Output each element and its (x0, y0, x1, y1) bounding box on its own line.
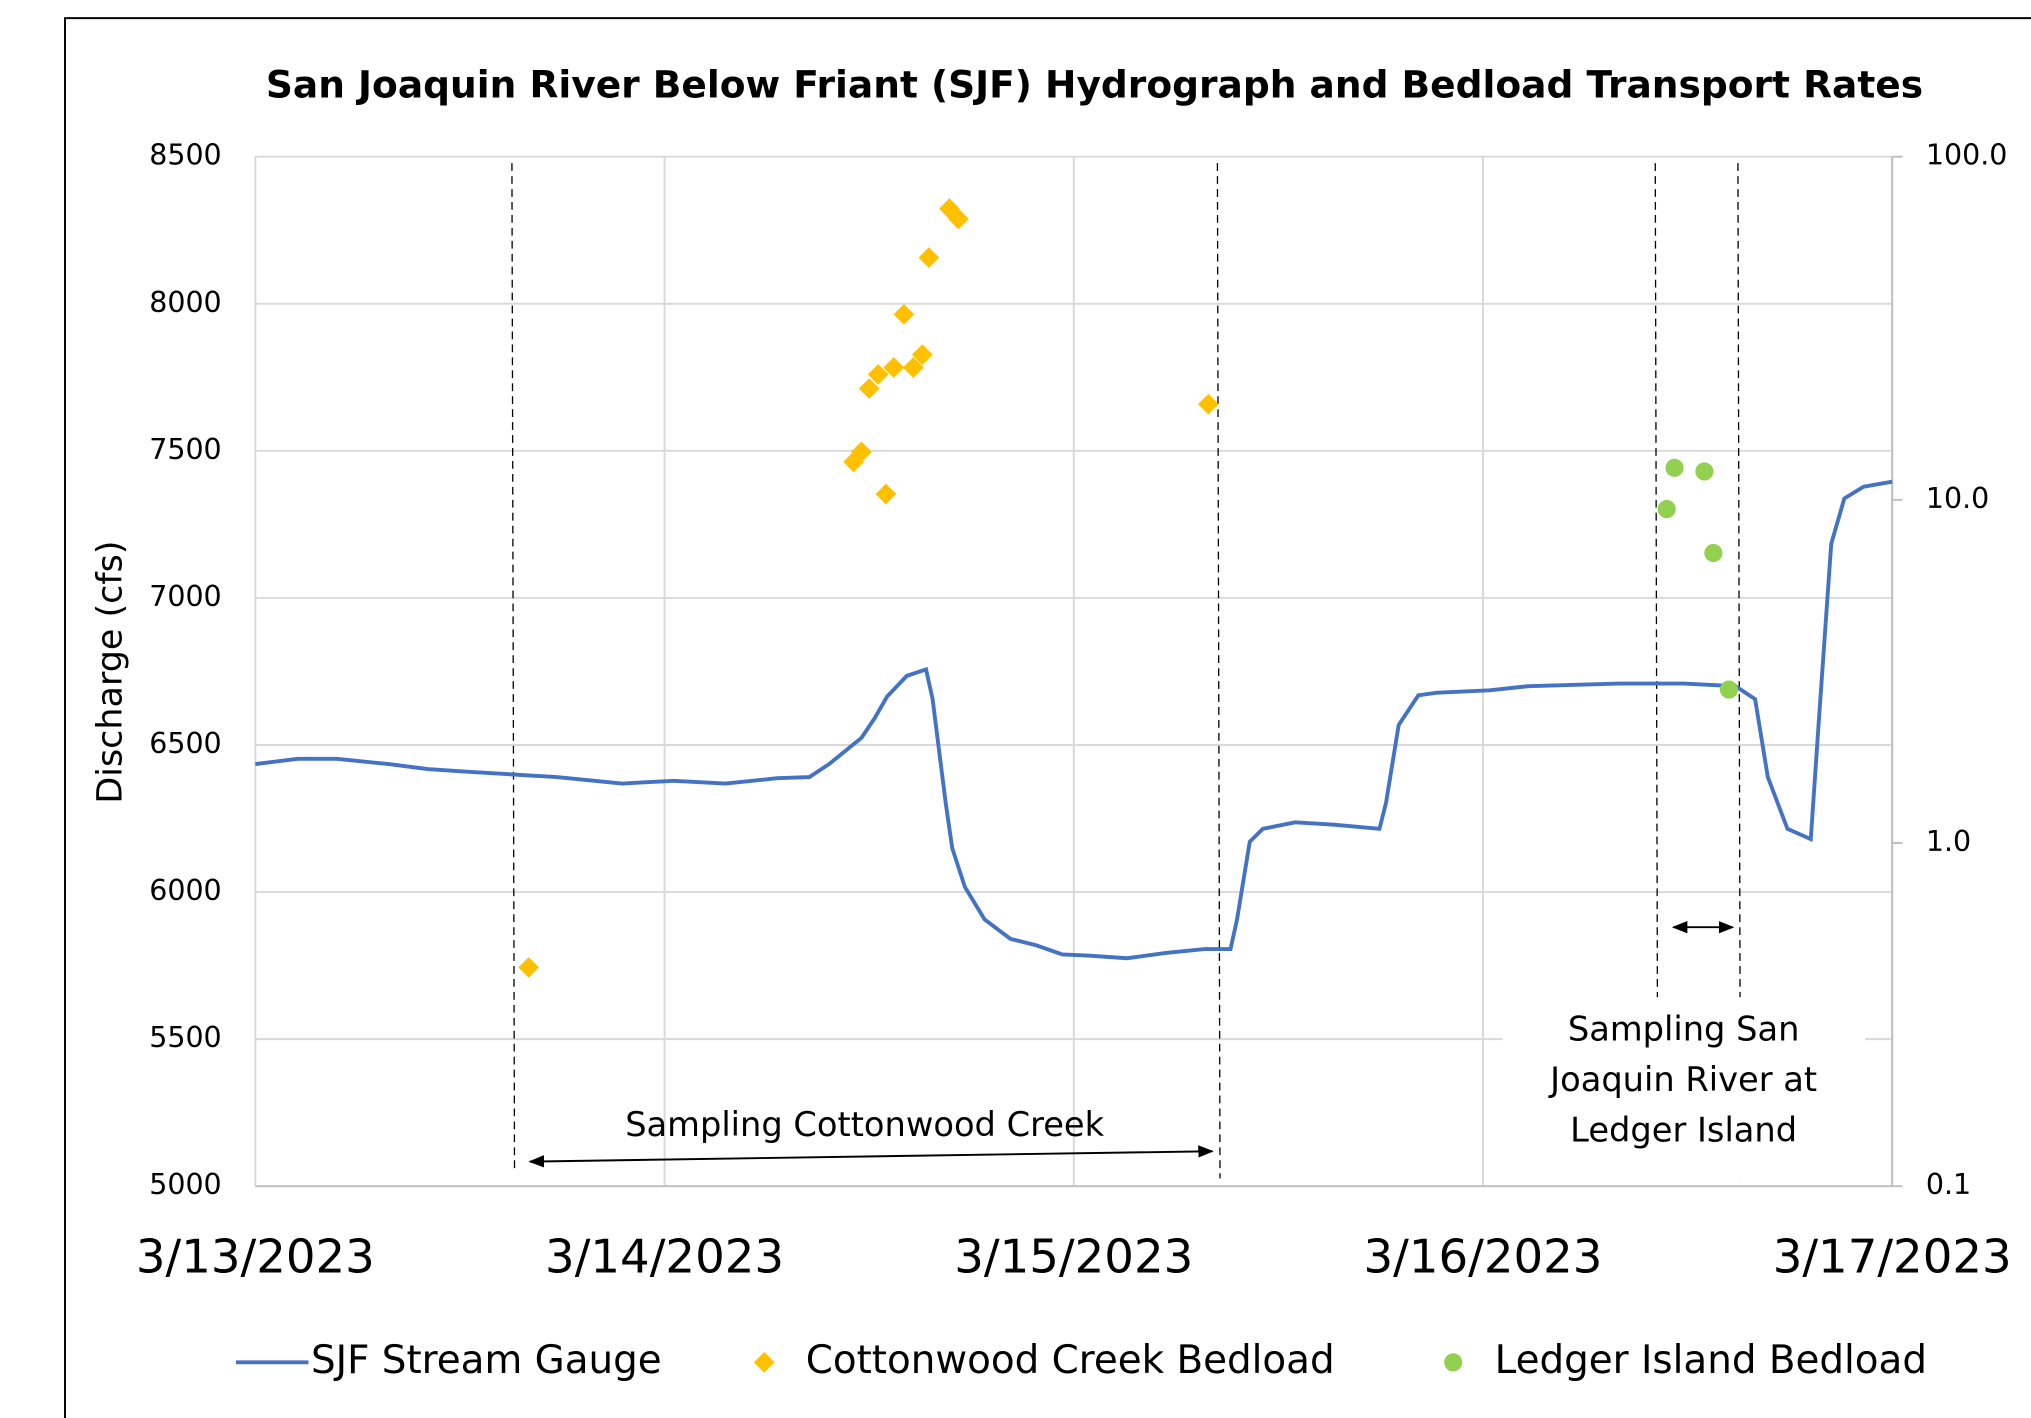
data-point (1198, 393, 1219, 415)
y-tick-label: 6500 (149, 727, 221, 760)
legend-swatch (753, 1351, 775, 1373)
x-tick-label: 3/16/2023 (1363, 1230, 1602, 1284)
data-point (867, 364, 889, 385)
legend-label: Cottonwood Creek Bedload (806, 1338, 1335, 1383)
y-tick-label: 8000 (149, 286, 221, 319)
data-point (912, 344, 933, 365)
data-point (851, 441, 872, 463)
data-point (1657, 500, 1676, 519)
y-tick-label: 7500 (149, 433, 221, 466)
data-point (1719, 680, 1738, 699)
data-point (875, 483, 897, 505)
chart-border (64, 17, 2031, 1418)
legend-label: SJF Stream Gauge (311, 1338, 662, 1383)
annotation-box (1502, 997, 1865, 1179)
y-tick-label: 6000 (149, 874, 221, 907)
y2-tick-label: 10.0 (1926, 482, 1989, 515)
annotation-line (1216, 163, 1221, 1179)
y2-tick-label: 0.1 (1926, 1168, 1971, 1201)
x-tick-label: 3/13/2023 (136, 1230, 375, 1284)
y2-tick-label: 1.0 (1926, 825, 1971, 858)
legend-swatch (1444, 1353, 1463, 1372)
annotation-text: Sampling Cottonwood Creek (625, 1105, 1104, 1144)
data-point (1704, 543, 1723, 563)
data-point (1695, 462, 1714, 481)
y2-tick-label: 100.0 (1926, 139, 2008, 172)
annotation-text: Ledger Island (1570, 1110, 1797, 1149)
x-tick-label: 3/14/2023 (545, 1230, 784, 1284)
legend-label: Ledger Island Bedload (1495, 1338, 1927, 1383)
y-tick-label: 5500 (149, 1021, 221, 1054)
annotation-text: Joaquin River at (1548, 1060, 1817, 1099)
y-tick-label: 5000 (149, 1168, 221, 1201)
y-axis-label: Discharge (cfs) (91, 540, 131, 803)
y-tick-label: 8500 (149, 139, 221, 172)
data-point (1665, 458, 1684, 477)
data-point (518, 957, 540, 978)
chart-title: San Joaquin River Below Friant (SJF) Hyd… (266, 62, 1923, 106)
annotation-arrow (528, 1145, 1214, 1168)
x-tick-label: 3/15/2023 (954, 1230, 1193, 1284)
data-line (255, 479, 1893, 961)
x-tick-label: 3/17/2023 (1773, 1230, 2012, 1284)
y-tick-label: 7000 (149, 580, 221, 613)
data-point (858, 378, 880, 399)
annotation-text: Sampling San (1568, 1009, 1800, 1048)
